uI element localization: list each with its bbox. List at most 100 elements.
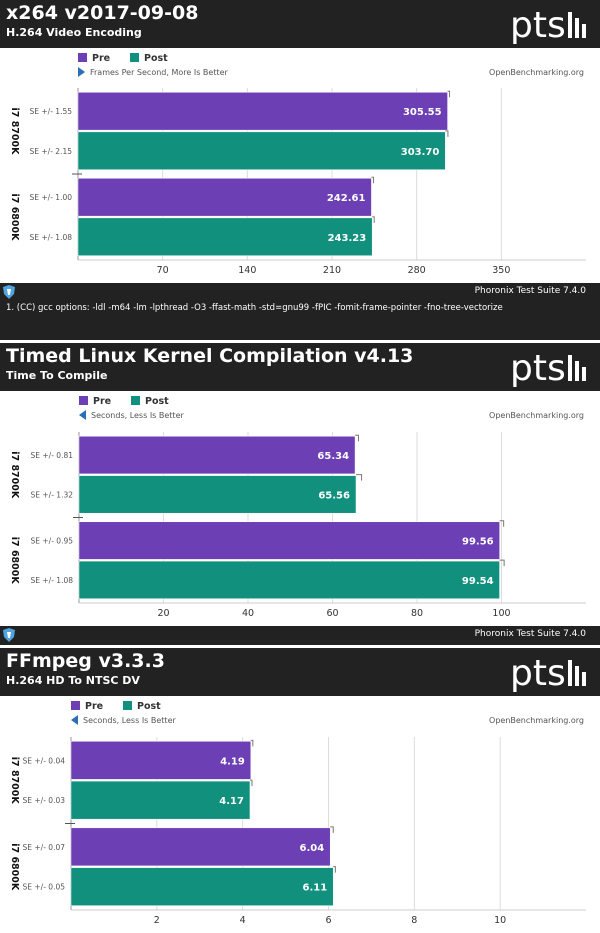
x-tick-label: 4 [240, 915, 246, 926]
se-label: SE +/- 1.55 [30, 107, 73, 116]
bar-value-label: 65.34 [317, 451, 349, 462]
x-tick-label: 2 [154, 915, 160, 926]
phoronix-shield-icon [3, 285, 15, 299]
se-label: SE +/- 1.32 [31, 490, 74, 499]
error-bar [499, 559, 505, 567]
bar-pre [77, 178, 372, 217]
bar-post [77, 131, 446, 170]
category-label: i7 8700K [9, 108, 20, 156]
pts-logo-text: pts [510, 653, 566, 692]
x-tick-label: 60 [326, 608, 338, 619]
openbenchmarking-link[interactable]: OpenBenchmarking.org [489, 411, 584, 420]
shield-mark [7, 632, 11, 638]
legend-swatch-post [131, 396, 140, 405]
error-bar [250, 739, 254, 747]
legend-label-pre: Pre [93, 396, 111, 407]
logo-bar [575, 361, 579, 381]
bar-value-label: 99.54 [462, 576, 494, 587]
footer-compiler-note: 1. (CC) gcc options: -ldl -m64 -lm -lpth… [6, 303, 503, 313]
benchmark-panel: Timed Linux Kernel Compilation v4.13 Time… [0, 343, 600, 645]
chart-plot: Pre Post Frames Per Second, More Is Better… [9, 53, 586, 276]
x-tick-label: 8 [411, 915, 417, 926]
x-tick-label: 100 [492, 608, 510, 619]
x-tick-label: 350 [492, 265, 510, 276]
error-bar [355, 474, 363, 481]
error-bar [499, 520, 505, 527]
chart-title: Timed Linux Kernel Compilation v4.13 [6, 345, 414, 367]
bar-post [78, 560, 500, 599]
bar-post [70, 867, 334, 906]
se-label: SE +/- 0.81 [31, 451, 74, 460]
bar-post [77, 217, 373, 256]
logo-bar [575, 666, 579, 686]
bar-value-label: 6.04 [300, 843, 325, 854]
chart-subtitle: H.264 Video Encoding [6, 26, 142, 39]
pts-logo-text: pts [510, 348, 566, 387]
direction-arrow-icon [78, 67, 85, 77]
chart-subtitle: Time To Compile [6, 369, 108, 382]
legend-swatch-post [123, 701, 132, 710]
bar-pre [70, 827, 331, 867]
category-label: i7 6800K [9, 843, 20, 891]
se-label: SE +/- 0.04 [23, 756, 66, 765]
error-bar [371, 176, 374, 184]
logo-bar [568, 355, 572, 381]
category-label: i7 6800K [9, 194, 20, 242]
se-label: SE +/- 0.95 [31, 537, 74, 546]
metric-label: Seconds, Less Is Better [91, 411, 184, 420]
bar-value-label: 4.19 [220, 756, 245, 767]
x-tick-label: 80 [411, 608, 423, 619]
chart-title: x264 v2017-09-08 [6, 2, 199, 24]
footer-suite-version: Phoronix Test Suite 7.4.0 [474, 629, 586, 639]
logo-bar [568, 660, 572, 686]
chart-plot: Pre Post Seconds, Less Is Better OpenBenchm… [9, 701, 586, 926]
logo-bar [582, 672, 586, 686]
bar-post [78, 475, 357, 514]
legend-label-post: Post [137, 701, 161, 712]
se-label: SE +/- 1.08 [31, 576, 74, 585]
direction-arrow-icon [71, 715, 78, 725]
error-bar [445, 130, 449, 137]
x-tick-label: 6 [325, 915, 331, 926]
logo-bar [575, 18, 579, 38]
category-label: i7 8700K [9, 451, 20, 499]
bar-post [70, 780, 251, 820]
chart-header: FFmpeg v3.3.3 H.264 HD To NTSC DV pts [0, 648, 600, 696]
x-tick-label: 40 [242, 608, 254, 619]
error-bar [330, 826, 334, 833]
chart-plot: Pre Post Seconds, Less Is Better OpenBenchm… [9, 396, 586, 619]
bar-value-label: 4.17 [219, 796, 244, 807]
se-label: SE +/- 2.15 [30, 147, 73, 156]
openbenchmarking-link[interactable]: OpenBenchmarking.org [489, 716, 584, 725]
legend-swatch-post [130, 53, 139, 62]
chart-title: FFmpeg v3.3.3 [6, 650, 165, 672]
shield-mark [7, 289, 11, 295]
bar-value-label: 65.56 [318, 490, 350, 501]
x-tick-label: 140 [238, 265, 256, 276]
error-bar [355, 434, 359, 442]
logo-bar [582, 24, 586, 38]
category-label: i7 6800K [9, 537, 20, 585]
openbenchmarking-link[interactable]: OpenBenchmarking.org [489, 68, 584, 77]
chart-footer: Phoronix Test Suite 7.4.0 [0, 626, 600, 645]
legend-label-post: Post [145, 396, 169, 407]
chart-header: Timed Linux Kernel Compilation v4.13 Time… [0, 343, 600, 391]
direction-arrow-icon [79, 410, 86, 420]
phoronix-shield-icon [3, 628, 15, 642]
bar-pre [78, 521, 500, 560]
bar-value-label: 305.55 [403, 107, 442, 118]
metric-label: Seconds, Less Is Better [83, 716, 176, 725]
se-label: SE +/- 0.03 [23, 796, 66, 805]
legend-swatch-pre [71, 701, 80, 710]
error-bar [447, 90, 451, 98]
bar-pre [78, 436, 356, 475]
legend-swatch-pre [79, 396, 88, 405]
chart-header: x264 v2017-09-08 H.264 Video Encoding pts [0, 0, 600, 48]
legend-label-pre: Pre [85, 701, 103, 712]
category-label: i7 8700K [9, 757, 20, 805]
footer-suite-version: Phoronix Test Suite 7.4.0 [474, 286, 586, 296]
x-tick-label: 280 [408, 265, 426, 276]
bar-value-label: 242.61 [327, 193, 366, 204]
se-label: SE +/- 1.08 [30, 233, 73, 242]
